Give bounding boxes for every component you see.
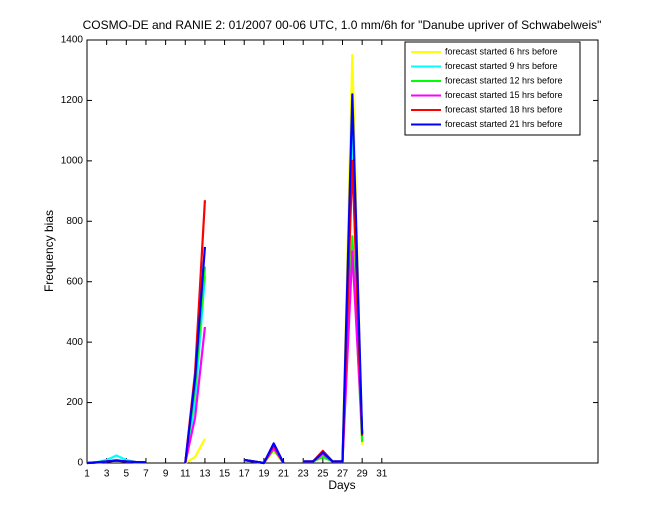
x-tick-label: 11 bbox=[180, 469, 191, 480]
y-axis-label: Frequency bias bbox=[42, 210, 56, 292]
x-tick-label: 7 bbox=[143, 469, 149, 480]
legend-label: forecast started 12 hrs before bbox=[445, 75, 563, 85]
y-tick-label: 200 bbox=[66, 397, 83, 408]
x-tick-label: 1 bbox=[84, 469, 90, 480]
x-tick-label: 9 bbox=[163, 469, 169, 480]
x-tick-label: 17 bbox=[239, 469, 251, 480]
y-tick-label: 800 bbox=[66, 216, 83, 227]
x-tick-label: 27 bbox=[337, 469, 349, 480]
x-tick-label: 21 bbox=[278, 469, 290, 480]
legend-label: forecast started 21 hrs before bbox=[445, 119, 563, 129]
legend-label: forecast started 9 hrs before bbox=[445, 61, 558, 71]
x-axis-label: Days bbox=[328, 478, 355, 492]
legend-label: forecast started 18 hrs before bbox=[445, 104, 563, 114]
x-tick-label: 13 bbox=[199, 469, 211, 480]
series-line bbox=[86, 93, 364, 465]
x-tick-label: 29 bbox=[357, 469, 369, 480]
x-tick-label: 15 bbox=[219, 469, 231, 480]
x-tick-label: 31 bbox=[376, 469, 388, 480]
x-tick-label: 19 bbox=[258, 469, 270, 480]
series-line bbox=[86, 129, 364, 465]
legend-label: forecast started 6 hrs before bbox=[445, 46, 558, 56]
legend-box bbox=[404, 41, 581, 136]
y-tick-label: 400 bbox=[66, 337, 83, 348]
y-tick-label: 1200 bbox=[61, 95, 84, 106]
y-tick-label: 1400 bbox=[61, 35, 84, 46]
legend-label: forecast started 15 hrs before bbox=[445, 90, 563, 100]
chart-title: COSMO-DE and RANIE 2: 01/2007 00-06 UTC,… bbox=[83, 18, 602, 32]
y-tick-label: 600 bbox=[66, 276, 83, 287]
y-tick-label: 1000 bbox=[61, 155, 84, 166]
y-tick-label: 0 bbox=[77, 458, 83, 469]
x-tick-label: 5 bbox=[124, 469, 130, 480]
x-tick-label: 3 bbox=[104, 469, 110, 480]
x-tick-label: 23 bbox=[298, 469, 310, 480]
x-tick-label: 25 bbox=[317, 469, 329, 480]
